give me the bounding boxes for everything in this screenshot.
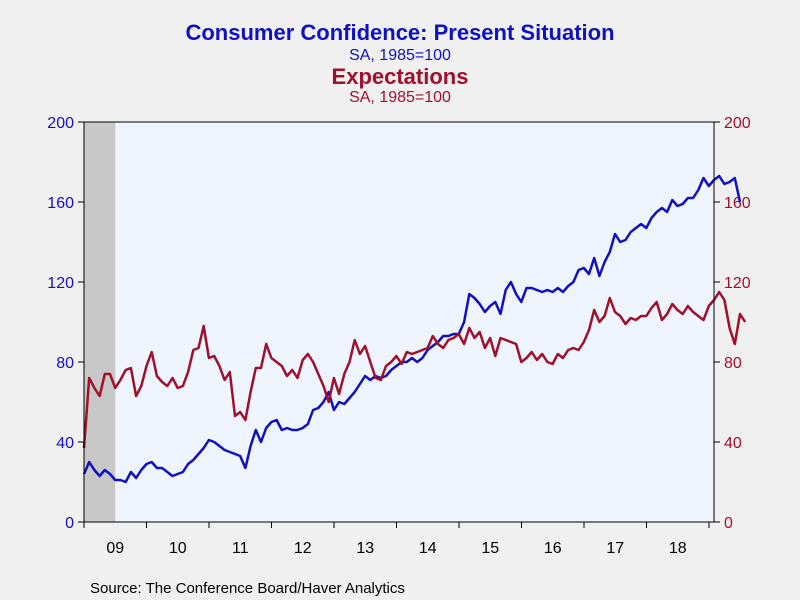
left-tick-label: 80	[56, 355, 74, 372]
expectations-line	[82, 290, 747, 449]
right-tick-label: 0	[724, 515, 733, 532]
chart-title-2: Expectations	[332, 64, 469, 89]
x-tick-label: 14	[419, 540, 437, 557]
x-axis-ticks: 09 10 11 12 13 14 15 16 17 18	[83, 522, 710, 557]
left-axis-ticks: 0 40 80 120 160 200	[47, 115, 84, 532]
left-tick-label: 0	[65, 515, 74, 532]
source-note: Source: The Conference Board/Haver Analy…	[90, 580, 405, 597]
right-tick-label: 160	[724, 195, 751, 212]
x-tick-label: 13	[356, 540, 374, 557]
right-tick-label: 80	[724, 355, 742, 372]
x-tick-label: 09	[106, 540, 124, 557]
recession-band	[84, 122, 116, 522]
x-tick-label: 18	[669, 540, 687, 557]
left-tick-label: 120	[47, 275, 74, 292]
right-tick-label: 200	[724, 115, 751, 132]
x-tick-label: 12	[294, 540, 312, 557]
x-tick-label: 16	[544, 540, 562, 557]
x-tick-label: 15	[481, 540, 499, 557]
present-situation-line	[82, 174, 742, 484]
x-tick-label: 11	[232, 540, 249, 557]
plot-frame	[83, 121, 715, 523]
chart-subtitle-2: SA, 1985=100	[349, 89, 451, 106]
chart-title: Consumer Confidence: Present Situation	[185, 20, 614, 45]
left-tick-label: 40	[56, 435, 74, 452]
right-tick-label: 120	[724, 275, 751, 292]
plot-area	[83, 121, 715, 523]
right-axis-ticks: 0 40 80 120 160 200	[714, 115, 751, 532]
right-tick-label: 40	[724, 435, 742, 452]
x-tick-label: 17	[606, 540, 624, 557]
left-tick-label: 200	[47, 115, 74, 132]
x-tick-label: 10	[169, 540, 187, 557]
chart-subtitle: SA, 1985=100	[349, 47, 451, 64]
left-tick-label: 160	[47, 195, 74, 212]
